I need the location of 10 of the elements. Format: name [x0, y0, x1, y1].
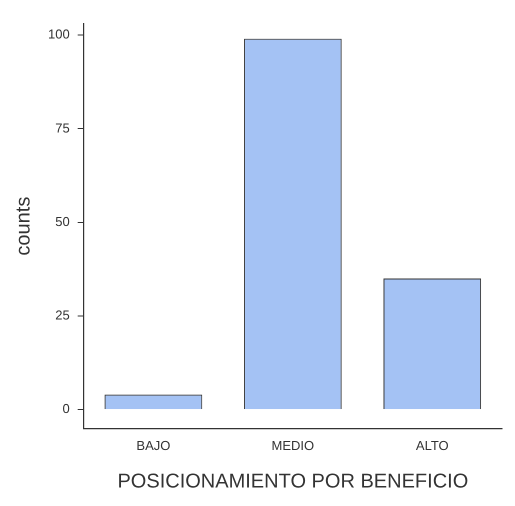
- x-tick-label: BAJO: [136, 438, 170, 453]
- y-tick-label: 0: [62, 401, 70, 416]
- x-tick-label: ALTO: [416, 438, 449, 453]
- x-axis-title: POSICIONAMIENTO POR BENEFICIO: [117, 470, 468, 493]
- y-tick-label: 50: [55, 214, 70, 229]
- y-tick-label: 100: [48, 26, 70, 42]
- y-tick-label: 25: [55, 308, 70, 323]
- y-tick-label: 75: [55, 120, 70, 136]
- x-tick-label: MEDIO: [272, 438, 314, 453]
- y-axis-title: counts: [12, 196, 35, 256]
